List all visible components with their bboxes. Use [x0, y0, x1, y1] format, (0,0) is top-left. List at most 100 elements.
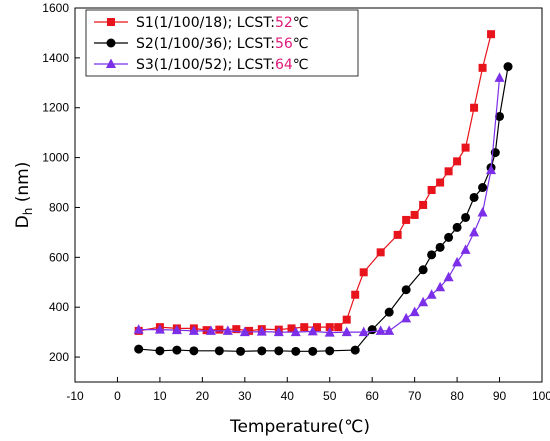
- data-point-s2: [172, 345, 182, 355]
- data-point-s3: [435, 281, 446, 292]
- x-tick-label: 90: [493, 389, 507, 403]
- data-point-s1: [287, 324, 296, 333]
- legend-s1-unit: ℃: [293, 15, 309, 31]
- data-point-s2: [461, 212, 471, 222]
- data-point-s2: [155, 346, 165, 356]
- legend-s1-lcst: 52: [275, 15, 293, 31]
- data-point-s2: [134, 344, 144, 354]
- data-point-s2: [350, 345, 360, 355]
- data-point-s1: [410, 210, 419, 219]
- legend-s3-prefix: S3(1/100/52); LCST:: [136, 57, 275, 73]
- data-point-s3: [418, 296, 429, 307]
- data-point-s2: [189, 346, 199, 356]
- data-point-s2: [214, 346, 224, 356]
- data-point-s3: [375, 325, 386, 335]
- data-point-s3: [324, 327, 335, 337]
- data-point-s2: [469, 192, 479, 202]
- data-point-s2: [384, 307, 394, 317]
- y-tick-label: 800: [49, 200, 69, 214]
- data-point-s3: [443, 271, 454, 282]
- x-axis-title: Temperature(℃): [229, 417, 370, 437]
- series-line-s3: [138, 77, 501, 334]
- data-point-s3: [341, 326, 352, 337]
- data-point-s2: [236, 346, 246, 356]
- y-tick-label: 1000: [42, 151, 69, 165]
- plot-frame: [74, 7, 543, 383]
- data-point-s1: [300, 323, 309, 332]
- data-point-s3: [384, 325, 395, 335]
- data-point-s3: [401, 312, 412, 323]
- data-point-s1: [312, 323, 321, 332]
- legend-box: [85, 9, 359, 77]
- data-point-s1: [351, 290, 360, 299]
- y-tick-label: 400: [49, 300, 69, 314]
- data-point-s3: [205, 325, 216, 335]
- data-point-s3: [426, 289, 437, 299]
- x-tick-label: 0: [114, 389, 121, 403]
- y-axis-title: Dh (nm): [13, 162, 35, 229]
- series-layer: [133, 30, 513, 356]
- legend-s3-lcst: 64: [275, 57, 293, 73]
- data-point-s3: [171, 324, 182, 335]
- x-tick-label: 10: [153, 389, 167, 403]
- legend: S1(1/100/18); LCST:52℃ S2(1/100/36); LCS…: [85, 9, 359, 77]
- data-point-s2: [503, 62, 513, 72]
- data-point-s2: [418, 265, 428, 275]
- data-point-s3: [452, 256, 463, 267]
- y-axis-title-unit: (nm): [13, 162, 33, 208]
- x-tick-label: 60: [366, 389, 380, 403]
- data-point-s1: [202, 326, 211, 335]
- data-point-s3: [358, 326, 369, 337]
- data-point-s3: [273, 326, 284, 337]
- y-tick-label: 600: [49, 250, 69, 264]
- y-axis-title-subscript: h: [21, 208, 35, 216]
- legend-item-s1: S1(1/100/18); LCST:52℃: [94, 15, 309, 31]
- y-tick-label: 1200: [42, 101, 69, 115]
- data-point-s2: [367, 325, 377, 335]
- data-point-s3: [290, 326, 301, 337]
- data-point-s1: [376, 248, 385, 257]
- data-point-s2: [427, 250, 437, 260]
- data-point-s1: [359, 268, 368, 277]
- legend-label-s3: S3(1/100/52); LCST:64℃: [136, 57, 309, 73]
- legend-s1-prefix: S1(1/100/18); LCST:: [136, 15, 275, 31]
- legend-marker-s3: [106, 58, 116, 68]
- data-point-s2: [435, 242, 445, 252]
- data-point-s2: [495, 111, 505, 121]
- legend-label-s1: S1(1/100/18); LCST:52℃: [136, 15, 309, 31]
- data-point-s1: [232, 325, 241, 334]
- data-point-s3: [307, 325, 318, 336]
- x-tick-label: 20: [196, 389, 210, 403]
- legend-marker-s2: [106, 38, 116, 48]
- x-tick-label: 100: [532, 389, 550, 403]
- data-point-s2: [308, 346, 318, 356]
- data-point-s2: [444, 232, 454, 242]
- data-point-s2: [478, 183, 488, 193]
- data-point-s3: [460, 244, 471, 254]
- data-point-s3: [188, 325, 199, 335]
- data-point-s3: [486, 164, 497, 175]
- data-point-s2: [325, 346, 335, 356]
- data-point-s3: [409, 306, 420, 317]
- y-tick-label: 1600: [42, 1, 69, 15]
- legend-s3-unit: ℃: [293, 57, 309, 73]
- data-point-s1: [427, 186, 436, 195]
- data-point-s3: [477, 206, 488, 217]
- series-s1: [134, 30, 496, 335]
- data-point-s2: [274, 346, 284, 356]
- x-tick-label: 30: [238, 389, 252, 403]
- data-point-s3: [494, 72, 505, 82]
- data-point-s2: [291, 346, 301, 356]
- x-tick-label: 40: [281, 389, 295, 403]
- data-point-s1: [334, 323, 343, 332]
- legend-s2-unit: ℃: [293, 36, 309, 52]
- data-point-s1: [461, 143, 470, 152]
- data-point-s1: [393, 230, 402, 239]
- data-point-s3: [469, 226, 480, 237]
- data-point-s3: [222, 325, 233, 335]
- data-point-s1: [402, 215, 411, 224]
- legend-s2-lcst: 56: [275, 36, 293, 52]
- data-point-s1: [245, 326, 254, 335]
- data-point-s1: [453, 157, 462, 166]
